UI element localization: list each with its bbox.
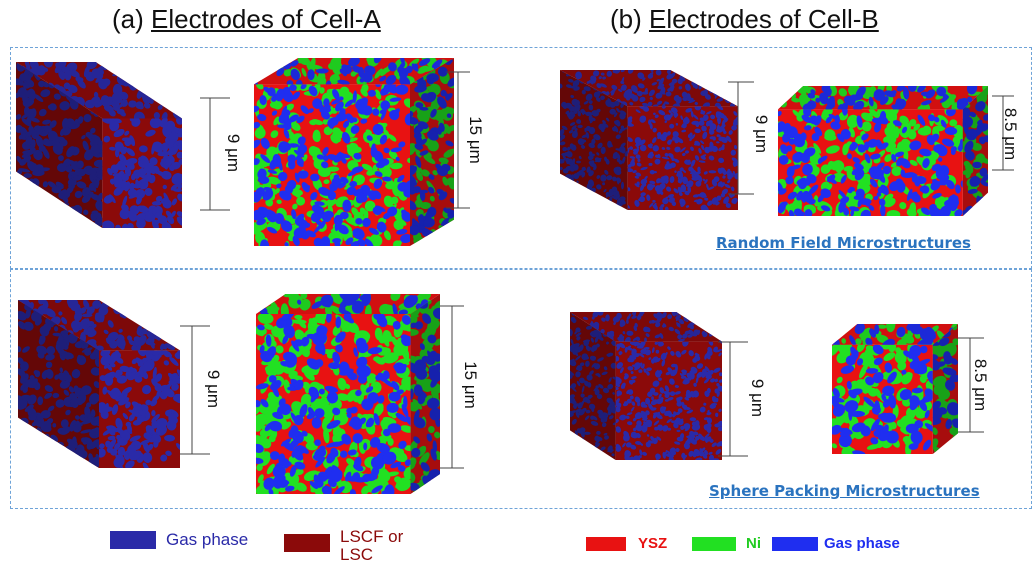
- cube-a-random-two-phase: [16, 62, 182, 228]
- legend-label-gas-phase-b: Gas phase: [824, 535, 900, 552]
- cube-b-random-electrolyte: [560, 70, 738, 210]
- panel-a-title: (a) Electrodes of Cell-A: [112, 4, 381, 35]
- cube-a-sphere-three-phase: [256, 294, 440, 494]
- random-field-caption: Random Field Microstructures: [716, 234, 971, 252]
- dimension-label-a2: 15 μm: [465, 116, 485, 164]
- cube-b-sphere-anode: [832, 324, 958, 454]
- dimension-label-b2: 8.5 μm: [1001, 107, 1021, 161]
- legend-label-gas-phase-a: Gas phase: [166, 530, 249, 549]
- dimension-label-b3: 9 μm: [748, 378, 768, 418]
- legend-swatch-lscf: [284, 534, 330, 552]
- dimension-label-a3: 9 μm: [204, 369, 224, 409]
- cube-b-sphere-electrolyte: [570, 312, 722, 461]
- dimension-label-a1: 9 μm: [224, 133, 244, 173]
- dimension-bar-b2: [992, 95, 1014, 171]
- dimension-label-b4: 8.5 μm: [971, 358, 991, 412]
- dimension-label-a4: 15 μm: [460, 361, 480, 409]
- dimension-bar-a4: [440, 305, 464, 469]
- legend-swatch-gas-phase-b: [772, 537, 818, 551]
- cube-a-random-three-phase: [254, 58, 454, 246]
- legend-label-lscf-line2: LSC: [340, 545, 374, 564]
- dimension-bar-a3: [180, 325, 210, 455]
- legend-label-lscf-line1: LSCF or: [340, 527, 404, 546]
- panel-a-prefix: (a): [112, 4, 151, 34]
- dimension-bar-b4: [958, 337, 984, 433]
- dimension-bar-b1: [728, 81, 754, 195]
- panel-b-title: (b) Electrodes of Cell-B: [610, 4, 879, 35]
- random-field-row: [10, 47, 1032, 269]
- sphere-packing-row: [10, 269, 1032, 509]
- legend-swatch-ysz: [586, 537, 626, 551]
- legend-swatch-ni: [692, 537, 736, 551]
- cube-b-random-anode: [778, 86, 988, 216]
- panel-a-heading: Electrodes of Cell-A: [151, 4, 381, 34]
- legend-label-ni: Ni: [746, 535, 761, 552]
- dimension-label-b1: 9 μm: [752, 114, 772, 154]
- cube-a-sphere-two-phase: [18, 300, 180, 468]
- legend-label-ysz: YSZ: [638, 535, 668, 552]
- dimension-bar-b3: [718, 341, 748, 457]
- dimension-bar-a2: [446, 71, 470, 209]
- panel-b-prefix: (b): [610, 4, 649, 34]
- panel-b-heading: Electrodes of Cell-B: [649, 4, 879, 34]
- dimension-bar-a1: [200, 97, 230, 211]
- sphere-packing-caption: Sphere Packing Microstructures: [709, 482, 980, 500]
- legend-swatch-gas-phase-a: [110, 531, 156, 549]
